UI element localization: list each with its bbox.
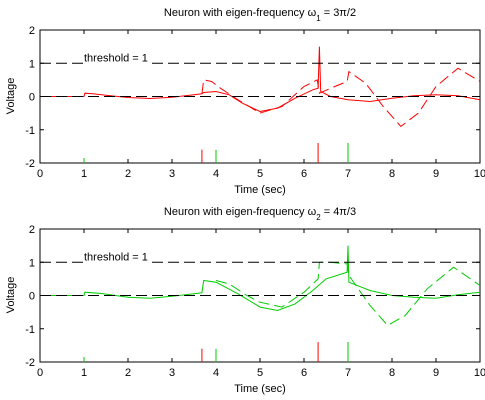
threshold-label-bg bbox=[83, 251, 149, 264]
x-tick-label: 4 bbox=[213, 367, 219, 379]
spike-markers bbox=[83, 143, 349, 163]
x-tick-label: 3 bbox=[169, 168, 175, 180]
y-ticks: -2 -1 0 1 2 bbox=[25, 25, 480, 170]
y-tick-label: 0 bbox=[29, 92, 35, 104]
y-tick-label: 1 bbox=[29, 257, 35, 269]
x-tick-label: 8 bbox=[389, 367, 395, 379]
top-chart: Neuron with eigen-frequency ω1 = 3π/2 0 1… bbox=[5, 7, 485, 196]
y-axis-label: Voltage bbox=[5, 78, 17, 115]
x-tick-label: 0 bbox=[37, 367, 43, 379]
x-tick-label: 4 bbox=[213, 168, 219, 180]
y-tick-label: -2 bbox=[25, 357, 35, 369]
x-tick-label: 1 bbox=[81, 367, 87, 379]
x-tick-label: 5 bbox=[257, 168, 263, 180]
x-tick-label: 7 bbox=[345, 367, 351, 379]
y-tick-label: 2 bbox=[29, 25, 35, 37]
x-tick-label: 10 bbox=[474, 367, 485, 379]
x-axis-label: Time (sec) bbox=[234, 383, 286, 395]
y-axis-label: Voltage bbox=[5, 277, 17, 314]
series-line-dashed-red bbox=[201, 67, 481, 128]
y-ticks: -2 -1 0 1 2 bbox=[25, 224, 480, 369]
chart-title: Neuron with eigen-frequency ω1 = 3π/2 bbox=[164, 7, 356, 23]
threshold-annotation: threshold = 1 bbox=[84, 251, 148, 263]
threshold-annotation: threshold = 1 bbox=[84, 52, 148, 64]
x-tick-label: 7 bbox=[345, 168, 351, 180]
series-line-dashed-green bbox=[215, 261, 481, 327]
x-tick-label: 1 bbox=[81, 168, 87, 180]
spike-markers bbox=[83, 342, 349, 362]
y-tick-label: -1 bbox=[25, 324, 35, 336]
x-axis-label: Time (sec) bbox=[234, 184, 286, 196]
y-tick-label: -1 bbox=[25, 125, 35, 137]
x-tick-label: 0 bbox=[37, 168, 43, 180]
chart-title: Neuron with eigen-frequency ω2 = 4π/3 bbox=[164, 206, 356, 222]
threshold-label-bg bbox=[83, 52, 149, 65]
series-line-solid-green bbox=[40, 245, 481, 312]
x-tick-label: 9 bbox=[433, 367, 439, 379]
bottom-chart: Neuron with eigen-frequency ω2 = 4π/3 0 1… bbox=[5, 206, 485, 395]
x-tick-label: 8 bbox=[389, 168, 395, 180]
x-ticks: 0 1 2 3 4 5 6 7 8 9 10 bbox=[37, 229, 485, 379]
x-tick-label: 6 bbox=[301, 168, 307, 180]
x-tick-label: 6 bbox=[301, 367, 307, 379]
y-tick-label: 0 bbox=[29, 291, 35, 303]
x-tick-label: 2 bbox=[125, 168, 131, 180]
x-tick-label: 10 bbox=[474, 168, 485, 180]
y-tick-label: 1 bbox=[29, 58, 35, 70]
x-tick-label: 3 bbox=[169, 367, 175, 379]
x-tick-label: 9 bbox=[433, 168, 439, 180]
y-tick-label: 2 bbox=[29, 224, 35, 236]
x-tick-label: 2 bbox=[125, 367, 131, 379]
x-tick-label: 5 bbox=[257, 367, 263, 379]
y-tick-label: -2 bbox=[25, 158, 35, 170]
